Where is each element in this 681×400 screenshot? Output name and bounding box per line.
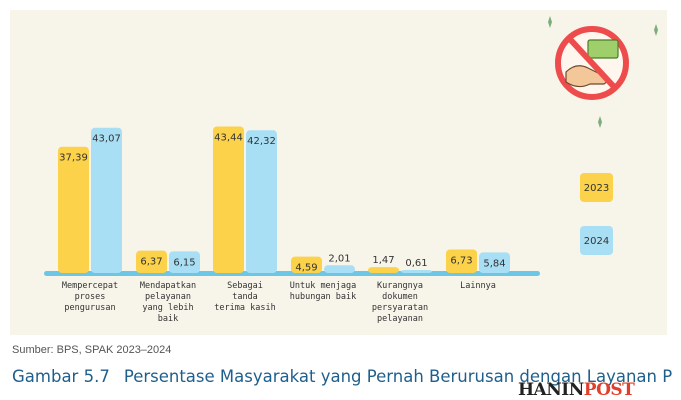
sparkle-icon: [598, 116, 602, 128]
category-label-5-0: Lainnya: [460, 281, 496, 291]
category-label-4-2: persyaratan: [372, 303, 428, 313]
bar-2024-1: [169, 251, 200, 273]
category-label-1-3: baik: [158, 314, 178, 324]
value-label-2023-0: 37,39: [59, 153, 88, 164]
figure-caption: Gambar 5.7 Persentase Masyarakat yang Per…: [12, 367, 673, 400]
category-label-0-1: proses: [75, 292, 106, 302]
value-label-2024-0: 43,07: [92, 134, 121, 145]
category-label-1-0: Mendapatkan: [140, 281, 196, 291]
value-label-2023-5: 6,73: [450, 255, 472, 266]
category-label-4-3: pelayanan: [377, 314, 423, 324]
bar-2023-2: [213, 126, 244, 273]
bar-chart: 37,39 6,37 43,44 4,59 1,47 6,73 43,07 6,15 42,32…: [44, 16, 658, 324]
bar-2023-0: [58, 146, 89, 273]
sparkle-icon: [548, 16, 552, 28]
bar-2024-2: [246, 130, 277, 273]
legend-label-2024: 2024: [584, 236, 609, 247]
caption-text: Persentase Masyarakat yang Pernah Beruru…: [123, 367, 673, 386]
bar-2023-3: [291, 256, 322, 273]
category-label-4-1: dokumen: [382, 292, 418, 302]
watermark-part2: POST: [583, 380, 635, 400]
watermark-part1: HANIN: [518, 380, 584, 400]
caption-number: Gambar 5.7: [12, 367, 110, 386]
chart-panel: 37,39 6,37 43,44 4,59 1,47 6,73 43,07 6,15 42,32…: [10, 10, 667, 335]
category-label-0-0: Mempercepat: [62, 281, 118, 291]
category-label-1-1: pelayanan: [145, 292, 191, 302]
value-label-2023-1: 6,37: [140, 257, 162, 268]
category-label-1-2: yang lebih: [142, 303, 193, 313]
legend-swatch-2024: [580, 226, 613, 255]
category-label-2-0: Sebagai: [227, 281, 263, 291]
value-label-2023-3: 4,59: [295, 263, 317, 274]
category-label-2-1: tanda: [232, 292, 258, 302]
value-label-2024-4: 0,61: [405, 258, 427, 269]
category-label-0-2: pengurusan: [64, 303, 115, 313]
no-bribe-icon: [555, 26, 629, 100]
value-label-2023-2: 43,44: [214, 132, 243, 143]
legend-label-2023: 2023: [584, 183, 609, 194]
value-label-2023-4: 1,47: [372, 255, 394, 266]
sparkle-icon: [654, 24, 658, 36]
value-label-2024-3: 2,01: [328, 253, 350, 264]
bar-2024-3: [324, 265, 355, 273]
category-label-3-0: Untuk menjaga: [290, 281, 357, 291]
bar-2023-5: [446, 249, 477, 273]
category-label-4-0: Kurangnya: [377, 281, 423, 291]
category-label-3-1: hubungan baik: [290, 292, 357, 302]
value-label-2024-5: 5,84: [483, 258, 505, 269]
bar-2024-0: [91, 127, 122, 273]
value-label-2024-1: 6,15: [173, 257, 195, 268]
bar-2024-5: [479, 252, 510, 273]
category-label-2-2: terima kasih: [214, 303, 275, 313]
source-note: Sumber: BPS, SPAK 2023–2024: [12, 344, 172, 356]
bar-2023-1: [136, 250, 167, 273]
legend-swatch-2023: [580, 173, 613, 202]
bar-2024-4: [401, 269, 432, 273]
bar-2023-4: [368, 267, 399, 273]
value-label-2024-2: 42,32: [247, 136, 276, 147]
watermark-logo: HANINPOST: [518, 380, 635, 400]
